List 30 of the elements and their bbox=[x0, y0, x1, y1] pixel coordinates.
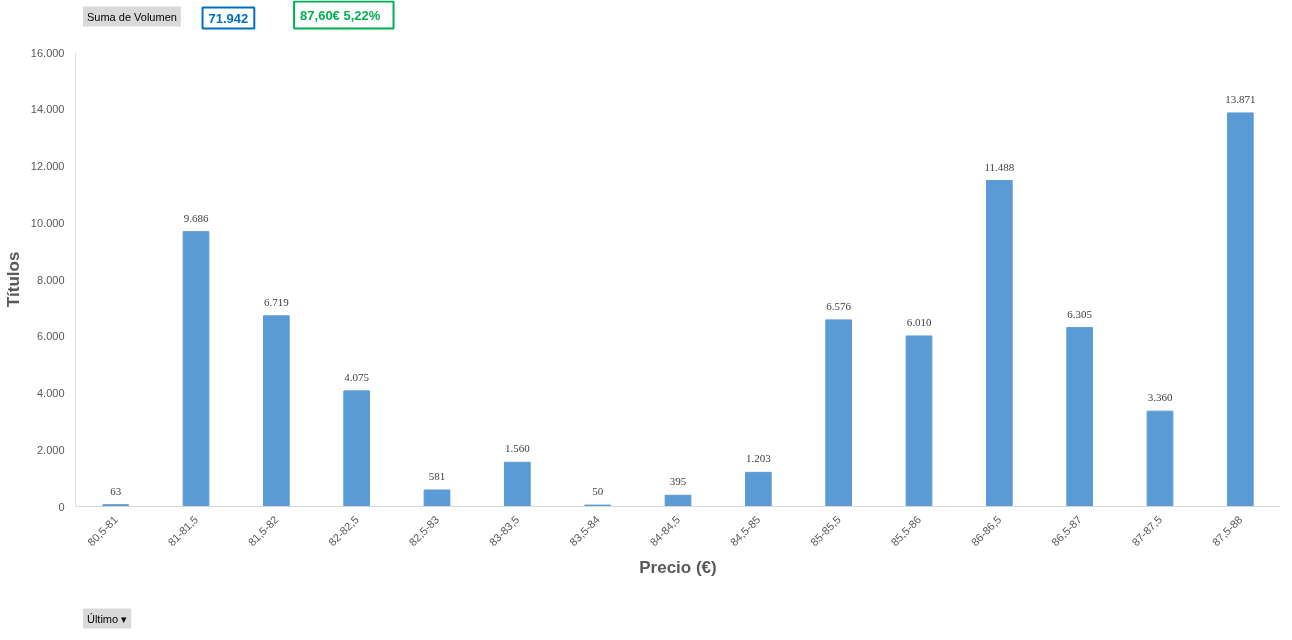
data-label: 1.203 bbox=[745, 452, 772, 465]
data-label: 50 bbox=[592, 485, 604, 498]
data-label: 6.010 bbox=[906, 315, 932, 328]
y-tick-label: 6.000 bbox=[36, 330, 65, 343]
data-label: 1.560 bbox=[504, 442, 531, 455]
data-label: 63 bbox=[110, 484, 122, 497]
data-label: 6.576 bbox=[826, 299, 852, 312]
y-tick-label: 14.000 bbox=[30, 103, 65, 116]
y-tick-label: 0 bbox=[58, 500, 65, 513]
text: Suma de Volumen bbox=[86, 10, 177, 23]
y-tick-label: 2.000 bbox=[36, 443, 65, 456]
x-axis-title: Precio (€) bbox=[639, 557, 717, 577]
data-label: 9.686 bbox=[183, 211, 209, 224]
data-label: 11.488 bbox=[984, 160, 1015, 173]
y-tick-label: 10.000 bbox=[30, 216, 65, 229]
data-label: 395 bbox=[669, 475, 687, 488]
text: Último ▾ bbox=[86, 612, 128, 625]
y-tick-label: 12.000 bbox=[30, 160, 65, 172]
data-label: 4.075 bbox=[344, 370, 370, 383]
y-tick-label: 16.000 bbox=[30, 46, 65, 59]
data-label: 6.305 bbox=[1067, 307, 1093, 320]
y-tick-label: 4.000 bbox=[36, 387, 65, 399]
y-axis-title: Títulos bbox=[3, 251, 23, 308]
data-label: 6.719 bbox=[263, 295, 290, 308]
data-label: 581 bbox=[428, 470, 446, 483]
text: 87,60€ 5,22% bbox=[300, 7, 381, 23]
data-label: 3.360 bbox=[1147, 391, 1173, 404]
y-tick-label: 8.000 bbox=[36, 273, 65, 286]
text: 71.942 bbox=[208, 10, 249, 26]
data-label: 13.871 bbox=[1225, 92, 1256, 105]
